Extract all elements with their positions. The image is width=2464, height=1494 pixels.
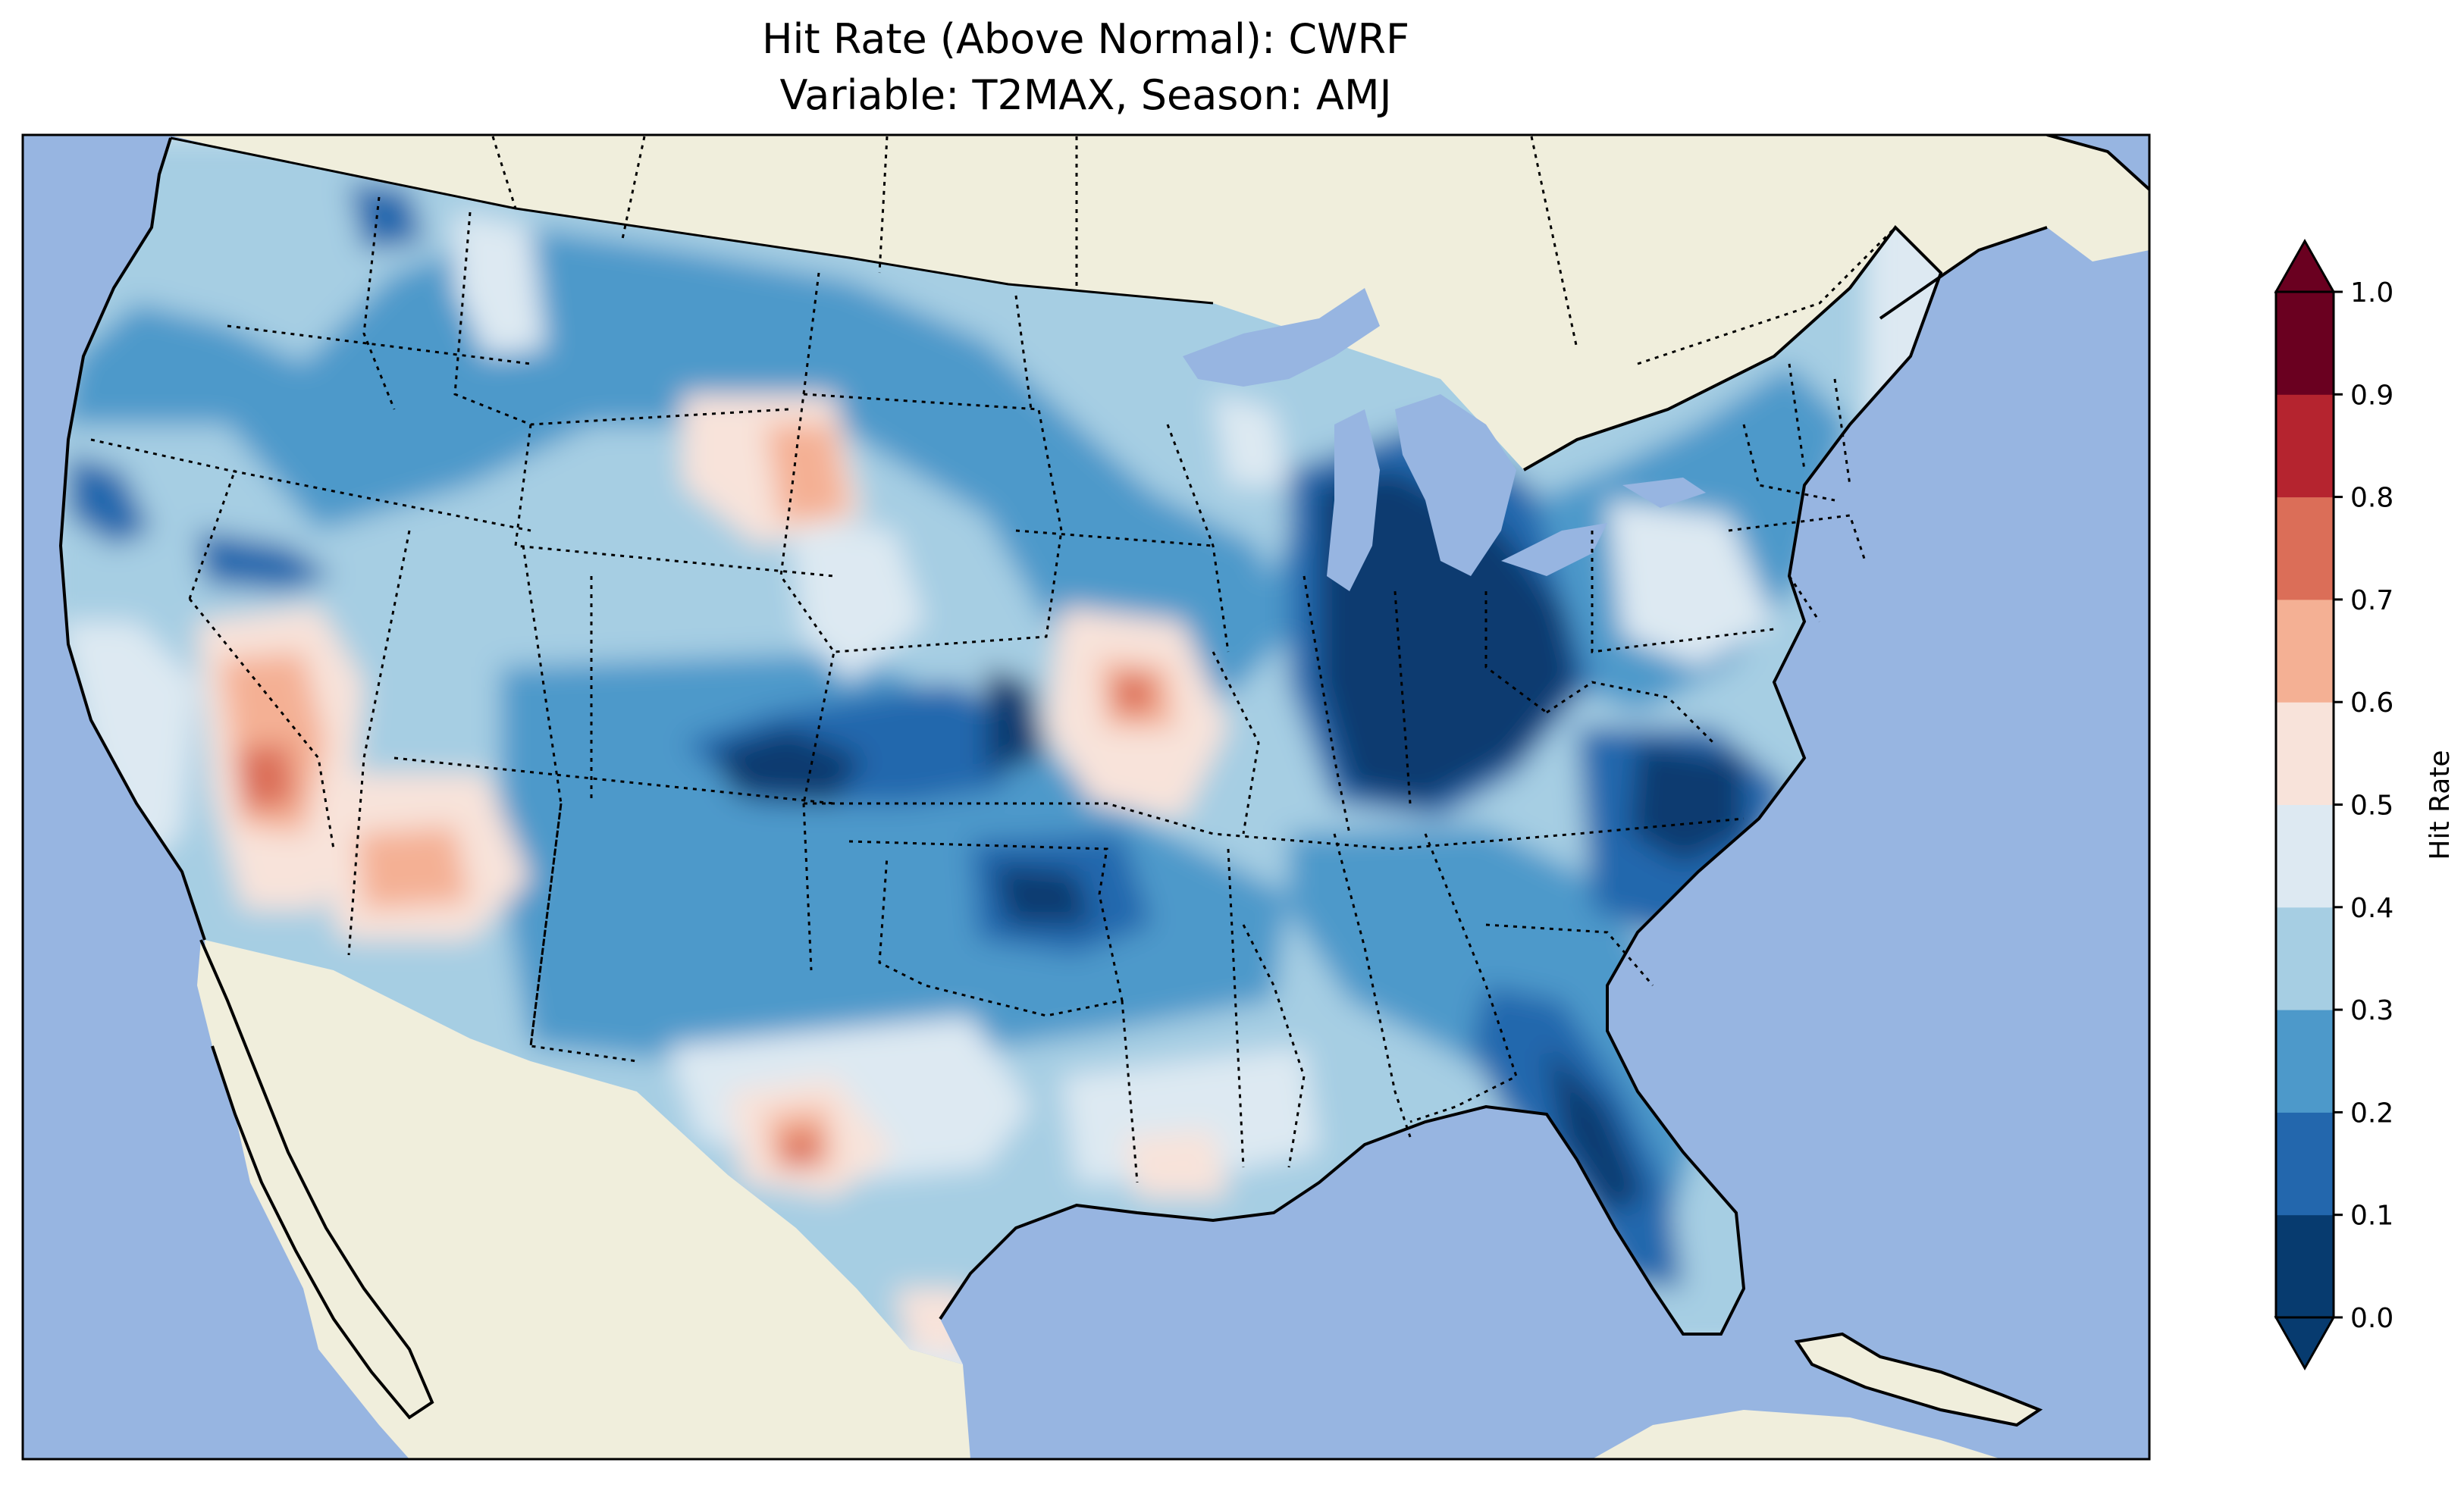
colorbar-label: Hit Rate [2425,750,2456,860]
colorbar-segment [2276,1112,2334,1216]
lake-ontario [1622,478,1706,508]
colorbar: 0.0 0.1 0.2 0.3 0.4 0.5 0.6 0.7 0.8 0.9 1.0 Hit Ra… [2274,238,2456,1371]
map-frame [21,133,2151,1461]
lake-erie [1501,523,1607,576]
province-boundaries [491,136,1897,365]
us-canada-border [170,136,1214,305]
caribbean-land [1592,1410,2002,1459]
colorbar-segment [2276,292,2334,395]
colorbar-tick-label: 0.4 [2350,893,2393,924]
colorbar-segment [2276,1214,2334,1318]
colorbar-tick-label: 0.5 [2350,791,2393,822]
colorbar-ticks: 0.0 0.1 0.2 0.3 0.4 0.5 0.6 0.7 0.8 0.9 1.0 [2334,277,2393,1334]
title-line-2: Variable: T2MAX, Season: AMJ [780,71,1392,119]
colorbar-segment [2276,804,2334,908]
colorbar-tick-label: 0.8 [2350,483,2393,514]
colorbar-tick-label: 0.0 [2350,1303,2393,1334]
colorbar-tick-label: 0.9 [2350,380,2393,411]
colorbar-tick-label: 0.6 [2350,687,2393,719]
lake-michigan [1327,409,1380,591]
colorbar-segment [2276,599,2334,703]
great-lakes [1183,288,1706,591]
colorbar-tick-label: 0.1 [2350,1201,2393,1232]
colorbar-tick-label: 0.2 [2350,1098,2393,1129]
colorbar-segment [2276,394,2334,498]
colorbar-extend-max [2274,238,2336,293]
colorbar-segment [2276,702,2334,805]
lake-huron [1395,394,1516,576]
colorbar-segment [2276,907,2334,1010]
colorbar-segments [2276,292,2334,1318]
colorbar-tick-label: 0.7 [2350,585,2393,616]
lake-superior [1183,288,1380,387]
map-panel [23,135,2149,1459]
title-line-1: Hit Rate (Above Normal): CWRF [762,15,1409,63]
cuba-island [1797,1334,2039,1425]
colorbar-segment [2276,1010,2334,1113]
colorbar-tick-label: 1.0 [2350,277,2393,309]
colorbar-extend-min [2274,1316,2336,1371]
state-boundaries [90,196,1867,1183]
coastlines [58,135,2149,1427]
colorbar-segment [2276,496,2334,600]
colorbar-tick-label: 0.3 [2350,995,2393,1026]
